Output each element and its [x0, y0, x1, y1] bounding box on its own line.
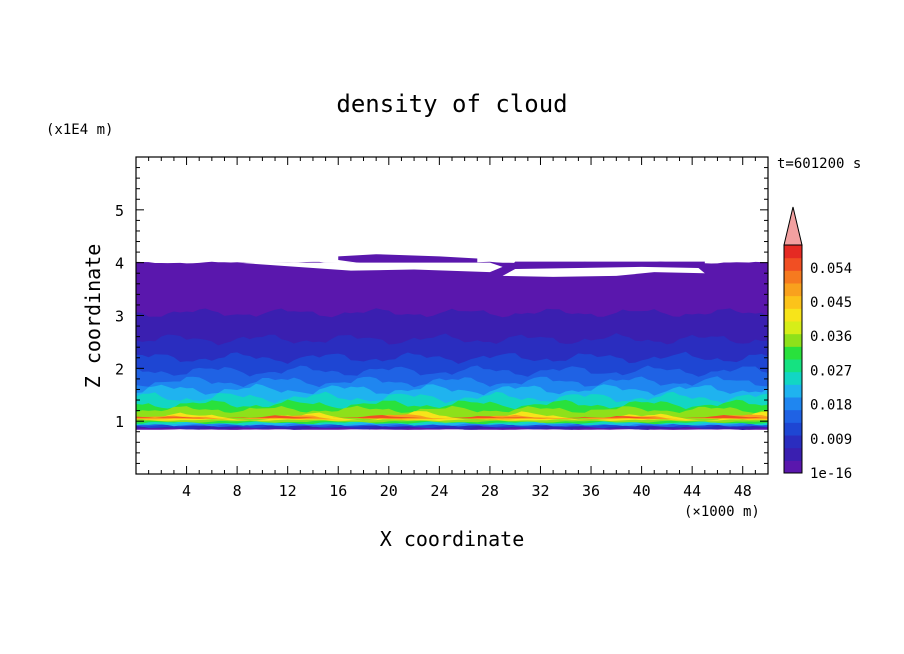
colorbar-swatch: [784, 371, 802, 385]
colorbar-swatch: [784, 397, 802, 411]
colorbar-swatch: [784, 384, 802, 398]
x-tick-label: 12: [279, 482, 297, 500]
x-axis-label: X coordinate: [380, 527, 525, 551]
colorbar-label: 1e-16: [810, 466, 852, 482]
contour-field: [136, 254, 768, 430]
y-ticks: 1 2 3 4 5: [115, 167, 768, 464]
contour-gap: [502, 266, 705, 277]
colorbar-swatch: [784, 333, 802, 347]
x-tick-label: 40: [633, 482, 651, 500]
x-tick-label: 36: [582, 482, 600, 500]
x-tick-label: 8: [233, 482, 242, 500]
colorbar-swatch: [784, 422, 802, 436]
y-axis-label: Z coordinate: [81, 244, 105, 389]
x-tick-label: 28: [481, 482, 499, 500]
contour-layer: [136, 415, 768, 419]
colorbar-swatch: [784, 359, 802, 373]
colorbar-label: 0.027: [810, 363, 852, 379]
colorbar-frame: [783, 244, 803, 474]
x-tick-label: 20: [380, 482, 398, 500]
y-unit-label: (x1E4 m): [46, 122, 113, 138]
x-tick-label: 16: [329, 482, 347, 500]
colorbar-swatch: [784, 435, 802, 449]
y-tick-label: 4: [115, 255, 124, 273]
colorbar-swatch: [784, 409, 802, 423]
colorbar-swatch: [784, 346, 802, 360]
colorbar-swatch: [784, 270, 802, 284]
y-tick-label: 1: [115, 413, 124, 431]
colorbar-swatch: [784, 295, 802, 309]
x-unit-label: (×1000 m): [684, 504, 760, 520]
x-ticks: 4 8 12 16 20 24 28 32 36 40 44 48: [148, 157, 756, 500]
colorbar-label: 0.045: [810, 295, 852, 311]
contour-gap: [237, 262, 503, 273]
chart-title: density of cloud: [336, 90, 567, 118]
colorbar-extend-arrow: [783, 206, 803, 246]
time-label: t=601200 s: [777, 156, 861, 172]
colorbar-label: 0.009: [810, 432, 852, 448]
colorbar-label: 0.054: [810, 261, 852, 277]
colorbar-swatch: [784, 283, 802, 297]
colorbar-label: 0.018: [810, 398, 852, 414]
colorbar-label: 0.036: [810, 329, 852, 345]
y-tick-label: 3: [115, 308, 124, 326]
colorbar-swatch: [784, 447, 802, 461]
y-tick-label: 2: [115, 360, 124, 378]
colorbar-swatch: [784, 257, 802, 271]
colorbar-swatch: [784, 308, 802, 322]
colorbar-swatch: [784, 321, 802, 335]
x-tick-label: 48: [734, 482, 752, 500]
y-tick-label: 5: [115, 202, 124, 220]
x-tick-label: 24: [430, 482, 448, 500]
colorbar: 1e-16 0.009 0.018 0.027 0.036 0.045 0.054: [783, 206, 852, 482]
colorbar-swatch: [784, 460, 802, 474]
x-tick-label: 44: [683, 482, 701, 500]
x-tick-label: 32: [531, 482, 549, 500]
colorbar-swatch: [784, 245, 802, 259]
contour-layer: [508, 261, 705, 270]
x-tick-label: 4: [182, 482, 191, 500]
